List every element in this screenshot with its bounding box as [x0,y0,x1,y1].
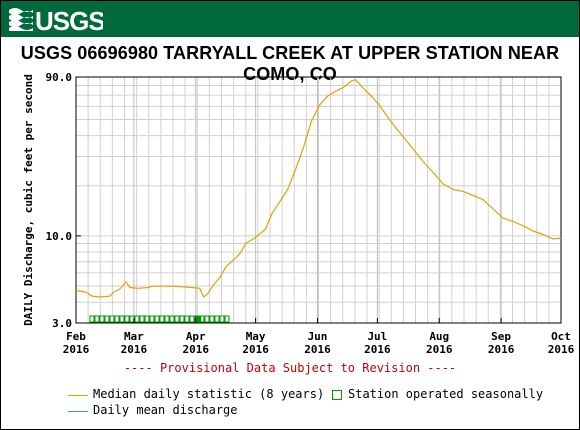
seasonal-bar-box [114,315,120,323]
seasonal-bar-box [224,315,230,323]
plot-border [75,76,562,324]
x-tick-label-month: Feb [66,330,86,343]
legend-swatch-seasonal [332,390,342,400]
seasonal-bar-box [134,315,140,323]
x-tick-label-month: Jun [308,330,328,343]
usgs-banner: USGS [1,1,579,37]
series-layer [75,78,562,298]
chart-title: USGS 06696980 TARRYALL CREEK AT UPPER ST… [20,43,560,84]
seasonal-bar-box [154,315,160,323]
series-line-median [75,78,562,298]
x-tick-labels: Feb2016Mar2016Apr2016May2016Jun2016Jul20… [63,318,575,356]
seasonal-bar-box [159,315,165,323]
x-tick-label-month: Apr [186,330,206,343]
seasonal-bar-box [189,315,195,323]
seasonal-bar-box [129,315,135,323]
seasonal-bar-box [204,315,210,323]
legend-swatch-median [68,395,88,396]
x-tick-label-year: 2016 [63,343,90,356]
seasonal-bar-box [139,315,145,323]
seasonal-bar-box [174,315,180,323]
y-tick-label: 90.0 [46,71,73,84]
seasonal-operation-bar [89,315,230,323]
seasonal-bar-box [169,315,175,323]
provisional-notice: ---- Provisional Data Subject to Revisio… [123,361,457,375]
grid-lines [76,77,561,323]
x-tick-label-month: Mar [124,330,144,343]
y-tick-labels: 3.0 10.0 90.0 [46,71,81,330]
x-tick-label-year: 2016 [548,343,575,356]
x-tick-label-month: Sep [491,330,511,343]
x-tick-label-month: Oct [551,330,571,343]
seasonal-bar-box [109,315,115,323]
seasonal-bar-box [94,315,100,323]
x-tick-label-year: 2016 [242,343,269,356]
seasonal-bar-marker [195,315,202,323]
legend-label-daily-mean: Daily mean discharge [93,403,238,417]
seasonal-bar-box [89,315,95,323]
x-tick-label-year: 2016 [183,343,210,356]
x-tick-label-year: 2016 [426,343,453,356]
usgs-logo-text: USGS [35,6,103,34]
legend-swatch-daily-mean [68,411,88,412]
legend-label-seasonal: Station operated seasonally [348,387,544,401]
seasonal-bar-box [219,315,225,323]
x-tick-label-year: 2016 [121,343,148,356]
usgs-logo: USGS [9,6,103,34]
x-tick-label-year: 2016 [488,343,515,356]
seasonal-bar-box [164,315,170,323]
seasonal-bar-box [149,315,155,323]
x-tick-label-year: 2016 [364,343,391,356]
legend-label-median: Median daily statistic (8 years) [93,387,325,401]
y-tick-label: 3.0 [52,317,72,330]
y-axis-label: DAILY Discharge, cubic feet per second [22,74,35,326]
seasonal-bar-box [99,315,105,323]
seasonal-bar-box [209,315,215,323]
x-tick-label-year: 2016 [304,343,331,356]
seasonal-bar-box [119,315,125,323]
y-tick-label: 10.0 [46,230,73,243]
x-tick-label-month: May [246,330,266,343]
x-tick-label-month: Jul [367,330,387,343]
seasonal-bar-box [184,315,190,323]
seasonal-bar-box [144,315,150,323]
seasonal-bar-box [104,315,110,323]
seasonal-bar-box [214,315,220,323]
seasonal-bar-box [179,315,185,323]
seasonal-bar-box [124,315,130,323]
usgs-wave-icon [9,8,33,31]
x-tick-label-month: Aug [429,330,449,343]
